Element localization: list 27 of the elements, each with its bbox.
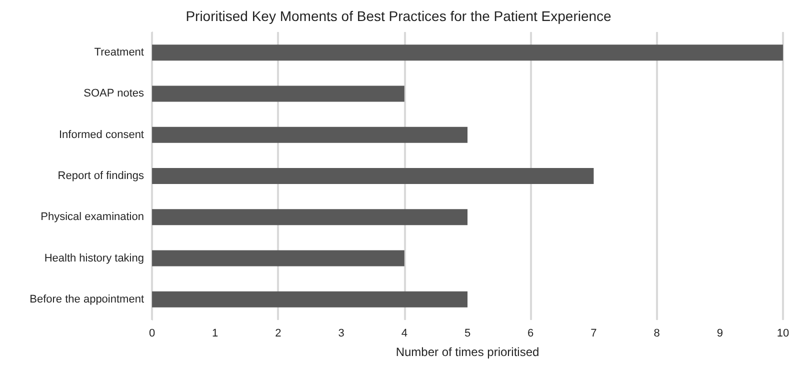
bar bbox=[152, 209, 468, 226]
y-tick-label: Report of findings bbox=[58, 170, 144, 182]
x-tick-label: 1 bbox=[212, 328, 218, 340]
y-tick-label: Informed consent bbox=[59, 128, 144, 141]
x-tick-label: 2 bbox=[275, 328, 282, 340]
x-tick-label: 6 bbox=[528, 328, 534, 340]
x-tick-label: 8 bbox=[654, 328, 660, 340]
bar bbox=[152, 168, 594, 184]
bar bbox=[152, 291, 468, 308]
x-axis-title: Number of times prioritised bbox=[396, 345, 540, 359]
x-tick-label: 0 bbox=[148, 328, 156, 340]
bar bbox=[152, 126, 468, 143]
y-tick-label: SOAP notes bbox=[84, 88, 144, 100]
x-tick-label: 3 bbox=[338, 328, 344, 340]
bar bbox=[152, 250, 404, 266]
x-tick-label: 10 bbox=[776, 328, 790, 340]
bar bbox=[152, 86, 404, 102]
y-tick-label: Physical examination bbox=[40, 211, 144, 224]
chart-title: Prioritised Key Moments of Best Practices for the Patient Experience bbox=[186, 8, 612, 24]
bar bbox=[152, 44, 783, 61]
x-tick-label: 9 bbox=[716, 328, 723, 340]
x-tick-label: 4 bbox=[401, 328, 408, 340]
x-tick-label: 5 bbox=[464, 328, 471, 340]
y-tick-label: Health history taking bbox=[44, 252, 144, 264]
y-tick-label: Before the appointment bbox=[30, 293, 144, 306]
x-tick-label: 7 bbox=[590, 328, 597, 340]
y-tick-label: Treatment bbox=[94, 46, 144, 59]
